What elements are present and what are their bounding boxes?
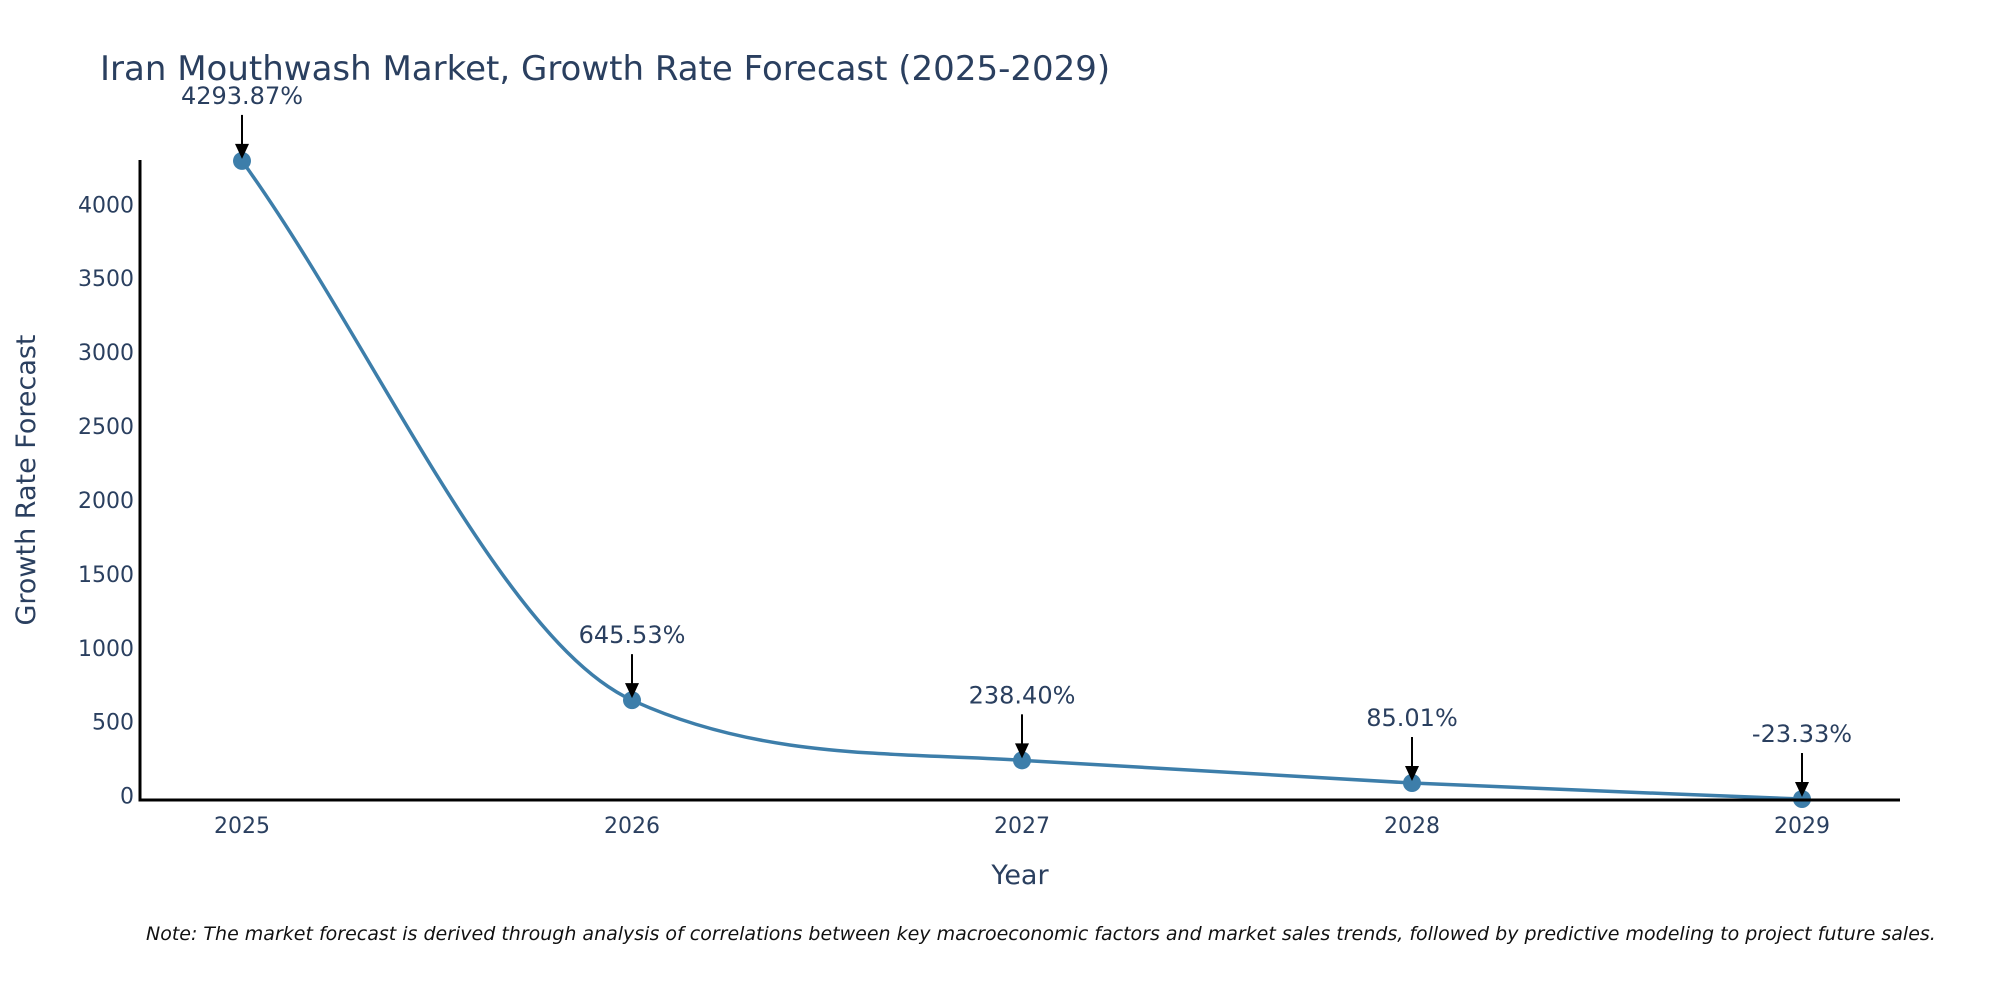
x-axis-title: Year <box>990 860 1049 891</box>
data-annotations: 4293.87% 645.53% 238.40% 85.01% -23.33% <box>181 82 1852 798</box>
x-tick-label: 2026 <box>604 814 660 839</box>
y-tick-label: 3000 <box>78 341 134 366</box>
y-tick-label: 0 <box>120 785 134 810</box>
data-label: 238.40% <box>969 681 1076 709</box>
footnote: Note: The market forecast is derived thr… <box>146 923 1936 945</box>
data-label: -23.33% <box>1752 720 1852 748</box>
annotation-arrow-head <box>1795 782 1809 798</box>
data-label: 4293.87% <box>181 82 303 110</box>
data-markers <box>233 151 1811 809</box>
data-label: 645.53% <box>579 621 686 649</box>
y-axis-ticks: 0 500 1000 1500 2000 2500 3000 3500 4000 <box>78 193 134 809</box>
y-tick-label: 1500 <box>78 563 134 588</box>
y-tick-label: 1000 <box>78 637 134 662</box>
data-label: 85.01% <box>1366 704 1458 732</box>
y-tick-label: 500 <box>92 711 134 736</box>
data-point <box>233 151 251 170</box>
x-tick-label: 2029 <box>1774 814 1830 839</box>
series-line <box>240 159 1803 801</box>
annotation-arrow-head <box>625 683 639 699</box>
y-tick-label: 3500 <box>78 267 134 292</box>
y-tick-label: 4000 <box>78 193 134 218</box>
x-axis-ticks: 2025 2026 2027 2028 2029 <box>214 814 1830 839</box>
x-tick-label: 2025 <box>214 814 270 839</box>
y-axis-title: Growth Rate Forecast <box>11 334 42 625</box>
annotation-arrow-head <box>235 143 249 159</box>
data-point <box>623 691 641 710</box>
x-tick-label: 2027 <box>994 814 1050 839</box>
chart-title: Iran Mouthwash Market, Growth Rate Forec… <box>100 49 1110 89</box>
data-point <box>1013 751 1031 770</box>
y-tick-label: 2500 <box>78 415 134 440</box>
data-point <box>1403 774 1421 793</box>
annotation-arrow-head <box>1015 743 1029 759</box>
annotation-arrow-head <box>1405 766 1419 782</box>
x-tick-label: 2028 <box>1384 814 1440 839</box>
y-tick-label: 2000 <box>78 489 134 514</box>
